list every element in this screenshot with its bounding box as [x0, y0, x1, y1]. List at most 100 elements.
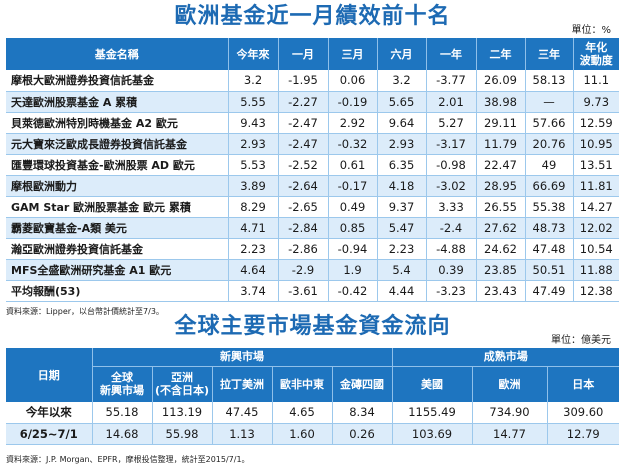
value-cell: 27.62: [475, 217, 525, 239]
flow-value-cell: 12.79: [546, 423, 620, 445]
table-row: MFS全盛歐洲研究基金 A1 歐元 4.64 -2.9 1.9 5.4 0.39 23.85…: [6, 259, 619, 281]
value-cell: -4.88: [425, 238, 476, 260]
value-cell: 12.02: [572, 217, 619, 239]
value-cell: -2.64: [277, 175, 328, 197]
value-cell: 50.51: [524, 259, 573, 281]
developed-market-header: 成熟市場: [391, 348, 620, 367]
value-cell: 55.38: [524, 196, 573, 218]
value-cell: 11.79: [475, 133, 525, 155]
column-header: 基金名稱: [6, 38, 228, 70]
value-cell: -2.47: [277, 133, 328, 155]
value-cell: 10.54: [572, 238, 619, 260]
column-header: 年化 波動度: [572, 38, 619, 70]
flow-value-cell: 4.65: [271, 402, 332, 424]
table-row: 瀚亞歐洲證券投資信託基金 2.23 -2.86 -0.94 2.23 -4.88 24.62…: [6, 238, 619, 260]
flow-value-cell: 734.90: [471, 402, 547, 424]
value-cell: 26.09: [475, 70, 525, 92]
value-cell: 4.64: [227, 259, 278, 281]
value-cell: 10.95: [572, 133, 619, 155]
table-row: GAM Star 歐洲股票基金 歐元 累積 8.29 -2.65 0.49 9.37 3.…: [6, 196, 619, 218]
value-cell: —: [524, 91, 573, 113]
date-header: 日期: [6, 348, 92, 402]
value-cell: 2.93: [227, 133, 278, 155]
value-cell: -3.61: [277, 280, 328, 302]
flow-value-cell: 1155.49: [391, 402, 472, 424]
value-cell: 5.65: [376, 91, 426, 113]
europe-fund-table: 基金名稱 今年來 一月 三月 六月 一年 二年 三年 年化 波動度 摩根大歐洲證券投資信託基金 3.…: [6, 38, 619, 302]
value-cell: -1.95: [277, 70, 328, 92]
market-header: 亞洲 (不含日本): [151, 366, 212, 402]
table-row: 匯豐環球投資基金-歐洲股票 AD 歐元 5.53 -2.52 0.61 6.35 -0.9…: [6, 154, 619, 176]
value-cell: 23.85: [475, 259, 525, 281]
value-cell: 47.48: [524, 238, 573, 260]
flow-value-cell: 0.26: [331, 423, 392, 445]
europe-unit: 單位：%: [571, 25, 611, 36]
value-cell: 5.55: [227, 91, 278, 113]
table-row: 摩根歐洲動力 3.89 -2.64 -0.17 4.18 -3.02 28.95 66.69 1…: [6, 175, 619, 197]
market-header: 全球 新興市場: [91, 366, 152, 402]
fund-name-cell: 元大寶來泛歐成長證券投資信託基金: [6, 133, 228, 155]
fund-name-cell: 摩根歐洲動力: [6, 175, 228, 197]
fund-name-cell: GAM Star 歐洲股票基金 歐元 累積: [6, 196, 228, 218]
value-cell: 4.18: [376, 175, 426, 197]
flow-value-cell: 309.60: [546, 402, 620, 424]
europe-source-note: 資料來源：Lipper，以台幣計價統計至7/3。: [6, 307, 164, 316]
value-cell: 0.39: [425, 259, 476, 281]
value-cell: 47.49: [524, 280, 573, 302]
value-cell: 20.76: [524, 133, 573, 155]
fund-name-cell: 天達歐洲股票基金 A 累積: [6, 91, 228, 113]
market-header: 歐非中東: [271, 366, 332, 402]
flow-value-cell: 47.45: [211, 402, 272, 424]
value-cell: 3.33: [425, 196, 476, 218]
emerging-market-header: 新興市場: [91, 348, 392, 367]
value-cell: 3.2: [227, 70, 278, 92]
fund-name-cell: 平均報酬(53): [6, 280, 228, 302]
fund-name-cell: 摩根大歐洲證券投資信託基金: [6, 70, 228, 92]
value-cell: 13.51: [572, 154, 619, 176]
value-cell: 26.55: [475, 196, 525, 218]
value-cell: 9.73: [572, 91, 619, 113]
value-cell: -2.9: [277, 259, 328, 281]
value-cell: -2.27: [277, 91, 328, 113]
value-cell: 2.23: [227, 238, 278, 260]
value-cell: 49: [524, 154, 573, 176]
column-header: 一年: [425, 38, 476, 70]
flows-sub-header: 全球 新興市場 亞洲 (不含日本) 拉丁美洲 歐非中東 金磚四國 美國 歐洲 日本: [6, 366, 620, 402]
value-cell: 5.4: [376, 259, 426, 281]
value-cell: -2.52: [277, 154, 328, 176]
market-header: 日本: [546, 366, 620, 402]
value-cell: 0.61: [327, 154, 377, 176]
value-cell: 0.49: [327, 196, 377, 218]
value-cell: 11.1: [572, 70, 619, 92]
flow-value-cell: 8.34: [331, 402, 392, 424]
value-cell: 0.06: [327, 70, 377, 92]
europe-title: 歐洲基金近一月績效前十名: [174, 4, 451, 29]
column-header: 三月: [327, 38, 377, 70]
value-cell: 9.43: [227, 112, 278, 134]
market-header: 金磚四國: [331, 366, 392, 402]
value-cell: -0.98: [425, 154, 476, 176]
value-cell: 57.66: [524, 112, 573, 134]
flow-value-cell: 55.98: [151, 423, 212, 445]
value-cell: 12.38: [572, 280, 619, 302]
value-cell: -0.17: [327, 175, 377, 197]
value-cell: -2.4: [425, 217, 476, 239]
market-header: 歐洲: [471, 366, 547, 402]
fund-name-cell: 匯豐環球投資基金-歐洲股票 AD 歐元: [6, 154, 228, 176]
value-cell: 58.13: [524, 70, 573, 92]
value-cell: -0.42: [327, 280, 377, 302]
value-cell: -2.86: [277, 238, 328, 260]
value-cell: 2.92: [327, 112, 377, 134]
fund-name-cell: 貝萊德歐洲特別時機基金 A2 歐元: [6, 112, 228, 134]
table-row: 天達歐洲股票基金 A 累積 5.55 -2.27 -0.19 5.65 2.01 38.98…: [6, 91, 619, 113]
value-cell: -3.23: [425, 280, 476, 302]
value-cell: 12.59: [572, 112, 619, 134]
column-header: 三年: [524, 38, 573, 70]
value-cell: 5.27: [425, 112, 476, 134]
flows-title: 全球主要市場基金資金流向: [174, 314, 451, 339]
value-cell: 66.69: [524, 175, 573, 197]
flow-value-cell: 14.68: [91, 423, 152, 445]
flow-value-cell: 103.69: [391, 423, 472, 445]
value-cell: 4.44: [376, 280, 426, 302]
value-cell: 5.53: [227, 154, 278, 176]
